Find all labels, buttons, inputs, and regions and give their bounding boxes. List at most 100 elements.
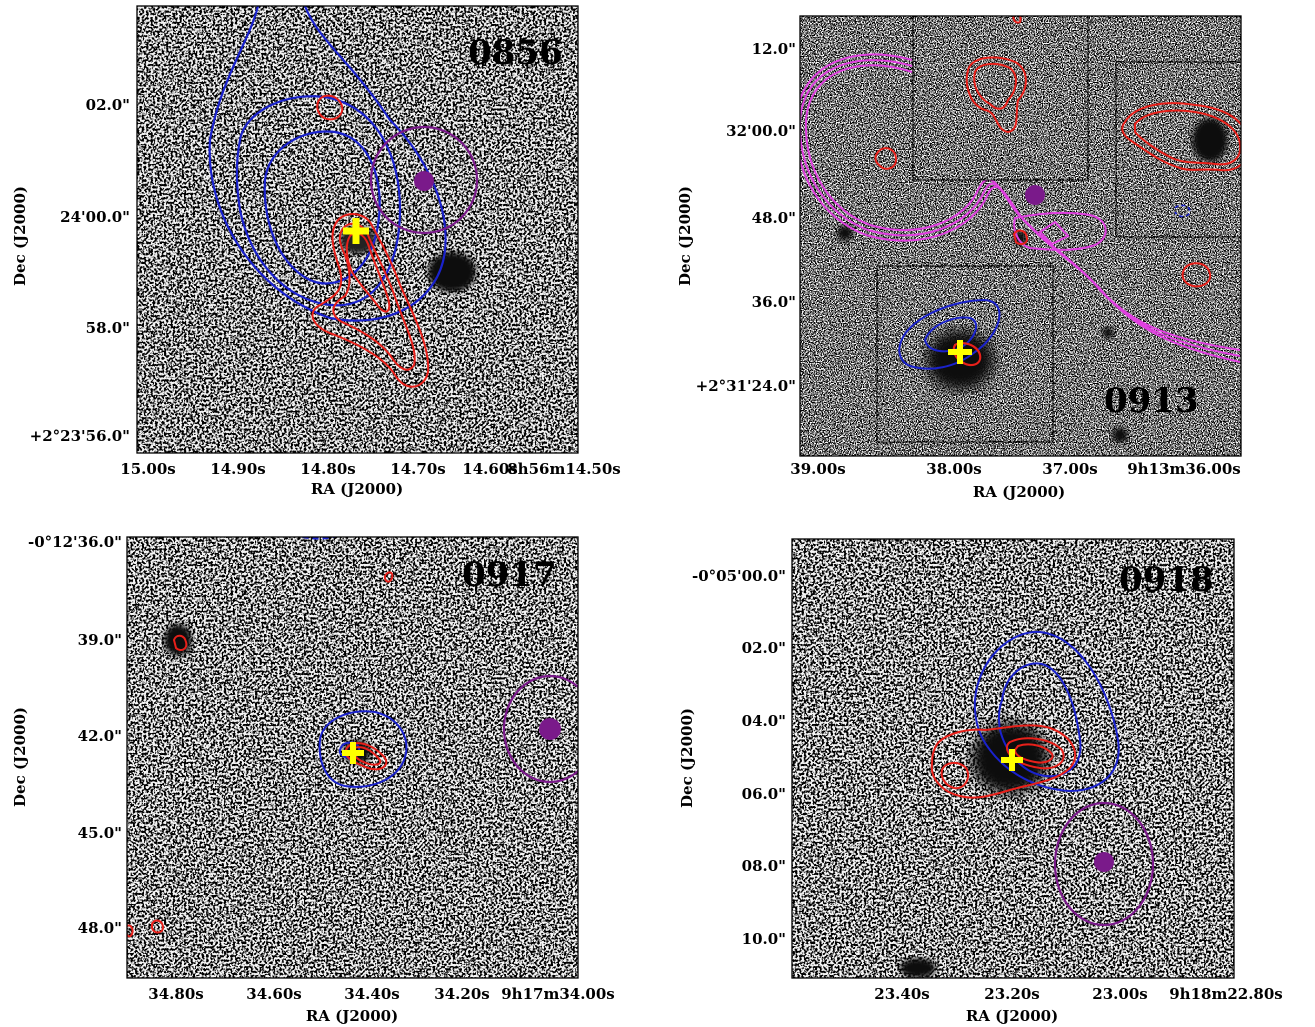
y-tick-label: 45.0" [78,824,122,842]
red-contour [1013,743,1054,764]
red-contour [352,746,382,766]
red-contour [311,213,430,388]
red-contour [172,634,188,651]
x-axis-title: RA (J2000) [973,483,1065,501]
star-source [1112,427,1128,443]
y-tick-label: 02.0" [742,639,786,657]
blue-contour [973,630,1120,792]
red-contour [1012,229,1029,246]
red-contour [332,222,416,371]
blue-contour [298,537,337,540]
red-contour [383,571,394,583]
plot-frame [126,536,579,979]
inset-top-center [912,16,1089,181]
y-tick-label: 39.0" [78,631,122,649]
x-tick-label: 9h18m22.80s [1169,985,1283,1003]
y-tick-label: 06.0" [742,785,786,803]
red-contour [345,232,391,313]
y-tick-label: 48.0" [78,919,122,937]
x-tick-label: 38.00s [926,460,981,478]
panel-id: 0917 [462,555,557,595]
blue-contour [318,710,408,788]
red-contour [151,919,165,934]
error-circle [502,674,578,784]
blue-contour [208,6,447,322]
y-tick-label: 08.0" [742,857,786,875]
y-axis-title: Dec (J2000) [11,186,29,286]
error-circle [369,125,479,235]
x-tick-label: 14.90s [210,460,265,478]
x-axis: 15.00s 14.90s 14.80s 14.70s 14.60s 8h56m… [120,460,620,498]
position-marker [539,718,561,740]
panel-0917: 0917 34.80s 34.60s 34.40s 34.20s 9h17m34… [11,533,615,1025]
red-contour [940,762,970,790]
plot-frame [136,5,579,454]
x-axis: 39.00s 38.00s 37.00s 9h13m36.00s RA (J20… [790,460,1240,501]
panel-id: 0918 [1119,560,1214,600]
x-axis-title: RA (J2000) [966,1007,1058,1025]
y-tick-label: 12.0" [752,40,796,58]
panel-0913: 0913 39.00s 38.00s 37.00s 9h13m36.00s RA… [676,15,1242,501]
star-source [900,958,936,978]
x-tick-label: 9h17m34.00s [501,985,615,1003]
x-tick-label: 8h56m14.50s [507,460,621,478]
red-contour [1181,262,1212,288]
y-tick-label: 10.0" [742,930,786,948]
x-tick-label: 39.00s [790,460,845,478]
red-contour [874,147,898,170]
x-tick-label: 23.00s [1092,985,1147,1003]
y-axis-title: Dec (J2000) [676,186,694,286]
x-tick-label: 34.20s [434,985,489,1003]
y-axis: 12.0" 32'00.0" 48.0" 36.0" +2°31'24.0" D… [676,40,796,395]
y-tick-label: +2°23'56.0" [30,427,130,445]
x-tick-label: 37.00s [1042,460,1097,478]
magenta-contour [800,53,1241,363]
x-tick-label: 34.80s [148,985,203,1003]
x-tick-label: 14.70s [390,460,445,478]
plot-frame [799,15,1242,457]
y-tick-label: -0°05'00.0" [692,567,786,585]
x-tick-label: 34.60s [246,985,301,1003]
y-tick-label: 02.0" [86,96,130,114]
star-source [164,624,192,656]
blue-contour [263,130,381,285]
centroid-cross-marker [1001,749,1023,771]
blue-contour [997,662,1082,778]
centroid-cross-marker [342,742,364,764]
x-tick-label: 9h13m36.00s [1127,460,1241,478]
y-tick-label: 42.0" [78,727,122,745]
x-tick-label: 34.40s [344,985,399,1003]
x-tick-label: 15.00s [120,460,175,478]
x-axis-title: RA (J2000) [306,1007,398,1025]
position-marker [414,171,434,191]
y-axis: -0°12'36.0" 39.0" 42.0" 45.0" 48.0" Dec … [11,533,122,937]
panel-id: 0856 [468,33,563,73]
y-axis: 02.0" 24'00.0" 58.0" +2°23'56.0" Dec (J2… [11,96,130,445]
y-axis-title: Dec (J2000) [11,707,29,807]
inset-right [1115,61,1241,238]
x-tick-label: 23.40s [874,985,929,1003]
position-marker [1094,852,1114,872]
red-contour [1005,737,1065,770]
position-marker [1025,185,1045,205]
y-axis-title: Dec (J2000) [678,708,696,808]
x-axis: 34.80s 34.60s 34.40s 34.20s 9h17m34.00s … [148,985,614,1025]
y-tick-label: 24'00.0" [60,208,130,226]
panel-id: 0913 [1104,381,1199,421]
y-tick-label: 48.0" [752,209,796,227]
y-axis: -0°05'00.0" 02.0" 04.0" 06.0" 08.0" 10.0… [678,567,786,948]
x-axis-title: RA (J2000) [311,480,403,498]
centroid-cross-marker [343,218,369,244]
y-tick-label: 58.0" [86,319,130,337]
x-tick-label: 14.60s [462,460,517,478]
panel-0856: 0856 15.00s 14.90s 14.80s 14.70s 14.60s … [11,5,621,498]
y-tick-label: 36.0" [752,293,796,311]
plot-frame [791,538,1235,979]
y-tick-label: +2°31'24.0" [696,377,796,395]
panel-0918: 0918 23.40s 23.20s 23.00s 9h18m22.80s RA… [678,538,1283,1025]
x-tick-label: 23.20s [984,985,1039,1003]
inset-bottom [876,265,1054,443]
red-contour [930,724,1077,799]
star-source [1102,327,1114,339]
